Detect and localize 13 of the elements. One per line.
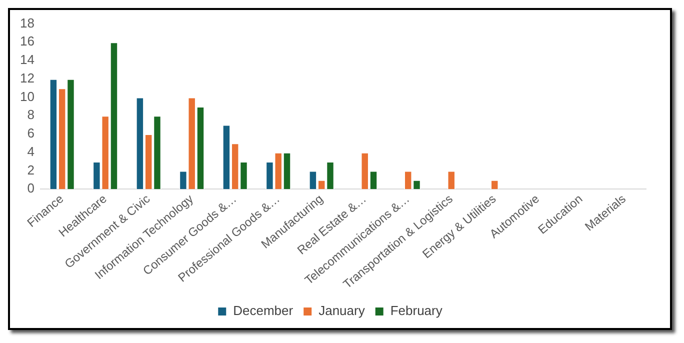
- legend-label: December: [233, 303, 294, 318]
- y-tick-label: 2: [27, 162, 34, 178]
- y-tick-label: 10: [20, 88, 34, 104]
- y-tick-label: 0: [27, 180, 34, 196]
- y-tick-label: 6: [27, 126, 34, 141]
- y-tick-label: 16: [20, 34, 34, 49]
- legend-label: February: [390, 303, 443, 318]
- y-tick-label: 12: [20, 70, 34, 86]
- legend-label: January: [318, 303, 366, 318]
- y-tick-label: 8: [27, 107, 34, 122]
- y-tick-label: 4: [27, 144, 34, 159]
- y-tick-label: 18: [20, 15, 34, 30]
- y-tick-label: 14: [20, 52, 34, 68]
